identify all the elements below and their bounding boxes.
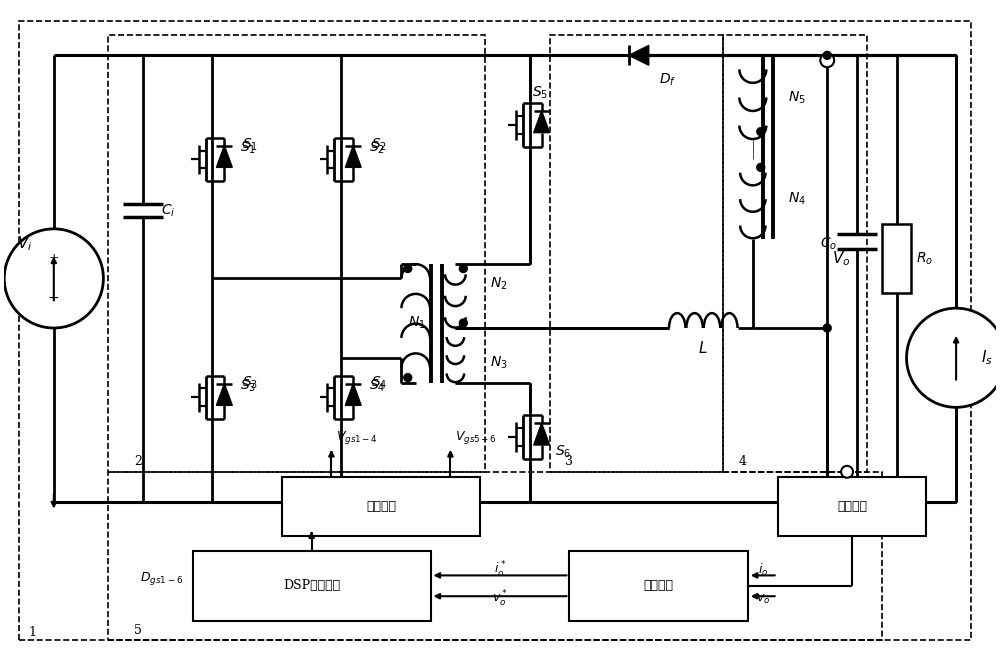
Text: $v_o^*$: $v_o^*$	[492, 589, 508, 609]
Text: $D_f$: $D_f$	[659, 72, 676, 88]
Circle shape	[459, 265, 467, 272]
Circle shape	[4, 229, 103, 328]
Circle shape	[404, 374, 412, 382]
Text: $S_3$: $S_3$	[242, 374, 258, 391]
Circle shape	[404, 265, 412, 272]
Text: $S_3$: $S_3$	[240, 377, 256, 393]
Circle shape	[823, 324, 831, 332]
Text: $S_4$: $S_4$	[371, 374, 387, 391]
Circle shape	[822, 55, 832, 65]
Text: $C_o$: $C_o$	[820, 236, 837, 252]
Polygon shape	[345, 384, 361, 405]
Text: $S_1$: $S_1$	[240, 139, 256, 156]
Text: 1: 1	[28, 626, 36, 639]
Text: $v_o$: $v_o$	[756, 593, 770, 606]
Text: $V_o$: $V_o$	[832, 249, 851, 268]
Text: $C_i$: $C_i$	[161, 203, 175, 219]
Text: $S_5$: $S_5$	[532, 85, 548, 101]
Text: $N_1$: $N_1$	[408, 315, 426, 331]
Text: $S_1$: $S_1$	[242, 136, 258, 153]
Bar	[108, 472, 882, 640]
Text: DSP控制模块: DSP控制模块	[283, 579, 340, 592]
Bar	[569, 551, 748, 620]
Text: $D_{gs1-6}$: $D_{gs1-6}$	[140, 570, 183, 588]
Text: $S_2$: $S_2$	[369, 139, 385, 156]
Text: $S_6$: $S_6$	[555, 443, 571, 460]
Polygon shape	[216, 384, 232, 405]
Text: 3: 3	[565, 455, 573, 468]
Text: $V_i$: $V_i$	[17, 234, 32, 253]
Text: $i_o^*$: $i_o^*$	[494, 559, 506, 580]
Polygon shape	[534, 423, 550, 445]
Bar	[723, 36, 867, 472]
Text: 5: 5	[134, 624, 142, 637]
Bar	[778, 477, 926, 536]
Bar	[282, 477, 480, 536]
Text: $N_3$: $N_3$	[490, 355, 508, 371]
Bar	[193, 551, 431, 620]
Polygon shape	[629, 45, 649, 65]
Text: $V_{gs1-4}$: $V_{gs1-4}$	[336, 428, 378, 445]
Circle shape	[757, 128, 765, 136]
Bar	[108, 36, 485, 472]
Text: $i_o$: $i_o$	[758, 561, 768, 578]
Text: +: +	[48, 252, 59, 265]
Circle shape	[820, 53, 834, 67]
Text: $N_4$: $N_4$	[788, 191, 805, 207]
Bar	[550, 36, 723, 472]
Text: 检测模块: 检测模块	[837, 500, 867, 513]
Text: $I_s$: $I_s$	[981, 348, 993, 367]
Circle shape	[459, 319, 467, 327]
Text: $N_5$: $N_5$	[788, 89, 805, 106]
Text: −: −	[48, 291, 60, 305]
Text: $N_2$: $N_2$	[490, 275, 508, 291]
Text: 2: 2	[134, 455, 142, 468]
Text: 调理模块: 调理模块	[644, 579, 674, 592]
Text: $R_o$: $R_o$	[916, 251, 934, 266]
Circle shape	[907, 308, 1000, 407]
Circle shape	[841, 466, 853, 478]
Text: $V_{gs5-6}$: $V_{gs5-6}$	[455, 428, 497, 445]
Text: 驱动模块: 驱动模块	[366, 500, 396, 513]
Text: $L$: $L$	[698, 340, 708, 356]
Polygon shape	[216, 145, 232, 167]
Bar	[882, 224, 911, 293]
Text: 4: 4	[739, 455, 747, 468]
Polygon shape	[534, 111, 550, 133]
Text: $S_2$: $S_2$	[371, 136, 387, 153]
Circle shape	[757, 163, 765, 171]
Text: $S_4$: $S_4$	[369, 377, 385, 393]
Polygon shape	[345, 145, 361, 167]
Circle shape	[823, 51, 831, 59]
